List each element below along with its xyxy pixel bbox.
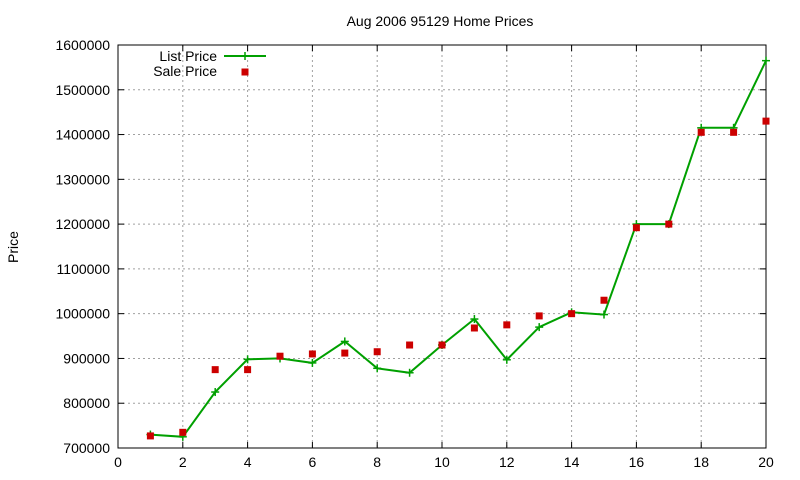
sale-price-point <box>600 296 608 304</box>
sale-price-point <box>276 352 284 360</box>
chart-title: Aug 2006 95129 Home Prices <box>347 13 534 29</box>
sale-price-point <box>503 321 511 329</box>
x-tick-label: 18 <box>693 454 709 470</box>
y-tick-label: 1500000 <box>55 82 110 98</box>
series-line-list-price <box>150 60 767 438</box>
grid <box>118 45 766 448</box>
sale-price-point <box>568 310 576 318</box>
list-price-point <box>340 337 349 346</box>
list-price-point <box>502 355 511 364</box>
sale-price-point <box>406 341 414 349</box>
list-price-point <box>211 388 220 397</box>
sale-price-point <box>535 312 543 320</box>
list-price-point <box>373 364 382 373</box>
legend-label-list-price: List Price <box>159 48 217 64</box>
list-price-point <box>470 315 479 324</box>
sale-price-point <box>179 428 187 436</box>
y-tick-label: 1100000 <box>57 261 111 277</box>
y-tick-label: 1400000 <box>55 127 110 143</box>
x-tick-label: 12 <box>499 454 515 470</box>
y-tick-label: 800000 <box>63 395 110 411</box>
sale-price-point <box>146 432 154 440</box>
y-tick-label: 1600000 <box>55 37 110 53</box>
list-price-point <box>535 323 544 332</box>
sale-price-point <box>308 350 316 358</box>
y-tick-label: 1000000 <box>55 306 110 322</box>
list-price-point <box>243 355 252 364</box>
list-price-point <box>762 56 770 65</box>
plot-frame <box>117 44 767 449</box>
list-price-point <box>405 368 414 377</box>
sale-price-point <box>730 128 738 136</box>
x-tick-label: 6 <box>309 454 317 470</box>
x-tick-label: 0 <box>114 454 122 470</box>
legend-marker-sale-price <box>241 68 249 76</box>
x-tick-label: 20 <box>758 454 774 470</box>
sale-price-point <box>244 366 252 374</box>
sale-price-point <box>373 348 381 356</box>
sale-price-point <box>341 349 349 357</box>
x-tick-label: 16 <box>629 454 645 470</box>
sale-price-point <box>470 324 478 332</box>
y-tick-label: 700000 <box>63 440 110 456</box>
y-axis-label: Price <box>5 231 21 263</box>
sale-price-point <box>762 117 770 125</box>
series <box>146 56 770 441</box>
x-tick-label: 8 <box>373 454 381 470</box>
y-tick-label: 1200000 <box>55 216 110 232</box>
legend: List Price Sale Price <box>153 48 266 79</box>
x-tick-label: 10 <box>434 454 450 470</box>
sale-price-point <box>438 341 446 349</box>
list-price-point <box>308 358 317 367</box>
sale-price-point <box>697 128 705 136</box>
x-tick-label: 4 <box>244 454 252 470</box>
sale-price-point <box>632 224 640 232</box>
legend-label-sale-price: Sale Price <box>153 63 217 79</box>
y-tick-label: 900000 <box>63 350 110 366</box>
sale-price-point <box>211 366 219 374</box>
list-price-point <box>600 310 608 319</box>
legend-marker-list-price <box>241 52 249 60</box>
x-tick-label: 14 <box>564 454 580 470</box>
sale-price-point <box>665 220 673 228</box>
x-tick-label: 2 <box>179 454 187 470</box>
y-tick-label: 1300000 <box>55 171 110 187</box>
axis-ticks: 0 2 4 6 8 10 12 14 16 18 20 700000 800000 900000 10000… <box>55 37 774 470</box>
